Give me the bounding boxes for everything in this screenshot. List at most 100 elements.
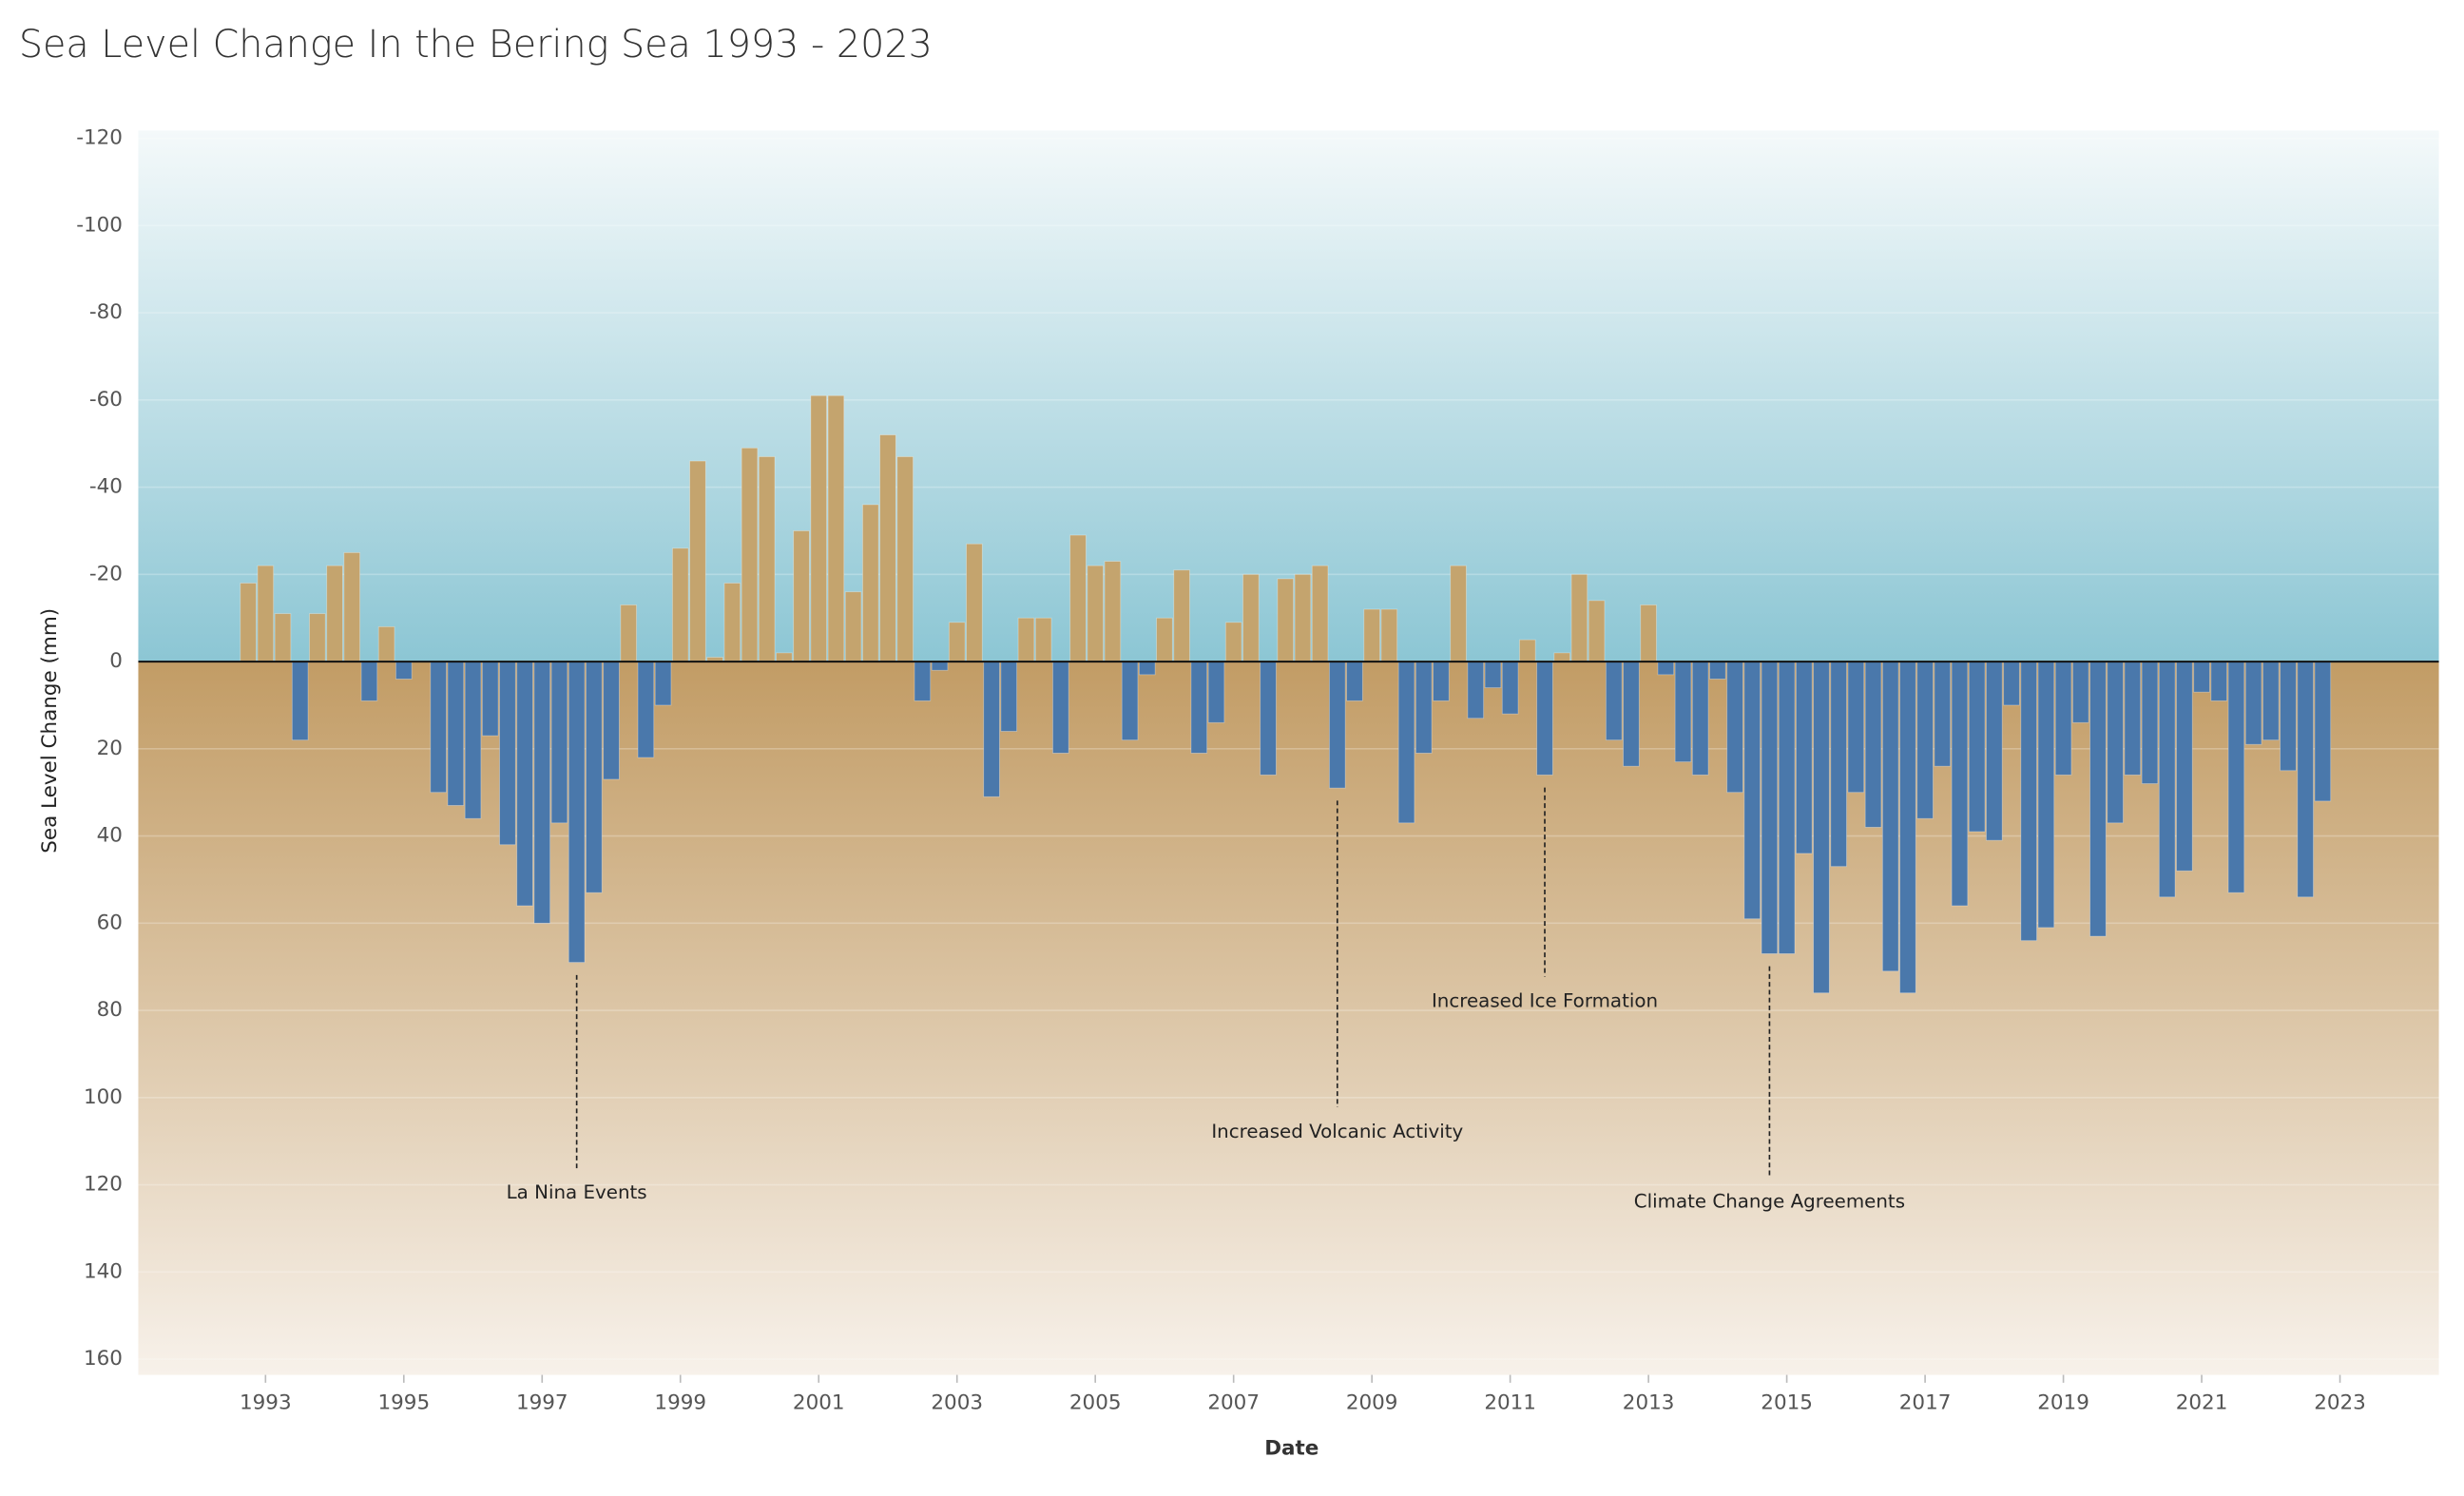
bar	[1951, 661, 1969, 907]
bar	[2037, 661, 2055, 929]
sky-background	[138, 130, 2439, 662]
bar	[516, 661, 533, 907]
bar	[1138, 661, 1156, 676]
bar	[2141, 661, 2159, 784]
bar	[360, 661, 378, 701]
bar	[1830, 661, 1847, 868]
bar	[1260, 661, 1277, 776]
bar	[2227, 661, 2245, 893]
annotation: La Nina Events	[507, 1181, 647, 1203]
bar	[810, 394, 828, 662]
bar	[1640, 604, 1657, 662]
bar	[2314, 661, 2332, 802]
bar	[931, 661, 949, 671]
bar	[2193, 661, 2210, 693]
x-tick-label: 1995	[377, 1391, 430, 1414]
y-axis-label: Sea Level Change (mm)	[38, 608, 62, 853]
x-tick-label: 2003	[931, 1391, 983, 1414]
bar	[1000, 661, 1018, 732]
annotation: Increased Ice Formation	[1432, 989, 1658, 1011]
bar	[291, 661, 309, 741]
bar	[2280, 661, 2297, 772]
x-tick-label: 2021	[2176, 1391, 2228, 1414]
bar	[1087, 565, 1104, 662]
x-tick-label: 2009	[1346, 1391, 1398, 1414]
bar	[550, 661, 568, 824]
bar	[689, 460, 706, 662]
x-tick-label: 2013	[1623, 1391, 1675, 1414]
x-tick-label: 2019	[2037, 1391, 2089, 1414]
bar	[1761, 661, 1779, 954]
y-tick-label: -100	[76, 213, 123, 237]
bar	[620, 604, 637, 662]
bar	[2003, 661, 2020, 706]
bar	[1242, 573, 1260, 662]
x-tick-label: 2007	[1207, 1391, 1260, 1414]
bar	[1864, 661, 1882, 828]
bar	[1674, 661, 1692, 763]
bar	[2158, 661, 2176, 898]
bar	[2297, 661, 2314, 898]
bar	[464, 661, 482, 819]
bar	[377, 625, 395, 662]
bar	[741, 447, 759, 662]
bar	[1968, 661, 1986, 833]
y-tick-label: 100	[84, 1085, 123, 1109]
x-tick-label: 2017	[1899, 1391, 1952, 1414]
bar	[983, 661, 1000, 797]
bar	[1986, 661, 2003, 841]
bar	[671, 547, 689, 662]
bar	[1467, 661, 1485, 719]
bar	[862, 504, 879, 662]
bar	[879, 434, 896, 662]
bar	[1311, 565, 1329, 662]
bar	[1190, 661, 1208, 754]
x-tick-label: 2011	[1484, 1391, 1536, 1414]
y-tick-label: -20	[89, 562, 123, 585]
bar	[1778, 661, 1796, 954]
bar	[914, 661, 932, 701]
bar	[1605, 661, 1623, 741]
bar	[1104, 561, 1122, 662]
bar	[533, 661, 551, 924]
bar	[1813, 661, 1830, 994]
bar	[568, 661, 586, 964]
annotation: Climate Change Agreements	[1634, 1190, 1905, 1212]
bar	[586, 661, 603, 893]
bar	[1052, 661, 1069, 754]
x-tick-label: 1993	[240, 1391, 292, 1414]
bar	[654, 661, 672, 706]
bar	[240, 583, 257, 662]
bar	[257, 565, 275, 662]
bar	[1570, 573, 1588, 662]
bar	[1173, 569, 1190, 662]
x-tick-label: 2001	[793, 1391, 845, 1414]
bar	[1743, 661, 1761, 920]
x-tick-label: 2023	[2314, 1391, 2366, 1414]
bar	[2054, 661, 2072, 776]
y-tick-label: 140	[84, 1259, 123, 1283]
x-tick-label: 1997	[516, 1391, 568, 1414]
bar	[1536, 661, 1553, 776]
bar	[827, 394, 845, 662]
bar	[1121, 661, 1139, 741]
bar	[1450, 565, 1467, 662]
bar	[395, 661, 413, 680]
y-tick-label: 20	[97, 737, 123, 760]
bar	[1069, 534, 1087, 662]
y-tick-label: 0	[109, 649, 123, 673]
bar	[499, 661, 516, 846]
x-axis-label: Date	[1264, 1436, 1319, 1460]
x-tick-label: 1999	[654, 1391, 706, 1414]
bar	[1657, 661, 1675, 676]
bar	[1277, 578, 1295, 662]
bar	[1156, 617, 1173, 662]
bar	[481, 661, 499, 737]
bar	[2107, 661, 2124, 824]
bar	[430, 661, 447, 794]
bar	[758, 456, 776, 662]
bar	[1224, 622, 1242, 662]
bar	[309, 613, 326, 662]
